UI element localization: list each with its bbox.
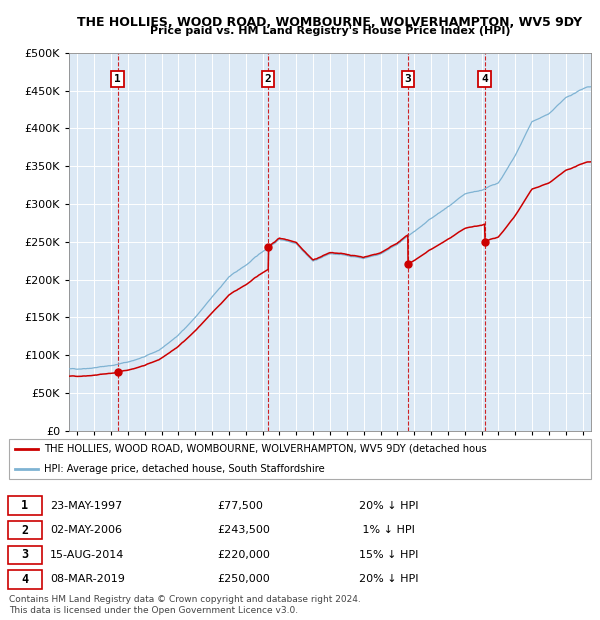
Text: Price paid vs. HM Land Registry's House Price Index (HPI): Price paid vs. HM Land Registry's House …: [150, 26, 510, 36]
Text: £220,000: £220,000: [218, 550, 271, 560]
Text: 15% ↓ HPI: 15% ↓ HPI: [359, 550, 418, 560]
Text: 4: 4: [481, 74, 488, 84]
Text: 23-MAY-1997: 23-MAY-1997: [50, 501, 122, 511]
FancyBboxPatch shape: [8, 497, 42, 515]
Text: £250,000: £250,000: [218, 575, 271, 585]
FancyBboxPatch shape: [8, 546, 42, 564]
Text: 2: 2: [265, 74, 272, 84]
Text: THE HOLLIES, WOOD ROAD, WOMBOURNE, WOLVERHAMPTON, WV5 9DY (detached hous: THE HOLLIES, WOOD ROAD, WOMBOURNE, WOLVE…: [44, 444, 487, 454]
Text: 15-AUG-2014: 15-AUG-2014: [50, 550, 124, 560]
Text: 20% ↓ HPI: 20% ↓ HPI: [359, 501, 418, 511]
Text: £243,500: £243,500: [218, 525, 271, 535]
Text: 20% ↓ HPI: 20% ↓ HPI: [359, 575, 418, 585]
Text: 1% ↓ HPI: 1% ↓ HPI: [359, 525, 415, 535]
Text: Contains HM Land Registry data © Crown copyright and database right 2024.
This d: Contains HM Land Registry data © Crown c…: [9, 595, 361, 614]
Text: 4: 4: [21, 573, 28, 586]
FancyBboxPatch shape: [9, 439, 591, 479]
Text: THE HOLLIES, WOOD ROAD, WOMBOURNE, WOLVERHAMPTON, WV5 9DY: THE HOLLIES, WOOD ROAD, WOMBOURNE, WOLVE…: [77, 16, 583, 29]
Text: 02-MAY-2006: 02-MAY-2006: [50, 525, 122, 535]
Text: 3: 3: [21, 548, 28, 561]
Text: 1: 1: [114, 74, 121, 84]
Text: £77,500: £77,500: [218, 501, 263, 511]
FancyBboxPatch shape: [8, 570, 42, 588]
Text: 08-MAR-2019: 08-MAR-2019: [50, 575, 125, 585]
Text: HPI: Average price, detached house, South Staffordshire: HPI: Average price, detached house, Sout…: [44, 464, 325, 474]
Text: 2: 2: [21, 524, 28, 537]
FancyBboxPatch shape: [8, 521, 42, 539]
Text: 3: 3: [404, 74, 411, 84]
Text: 1: 1: [21, 499, 28, 512]
